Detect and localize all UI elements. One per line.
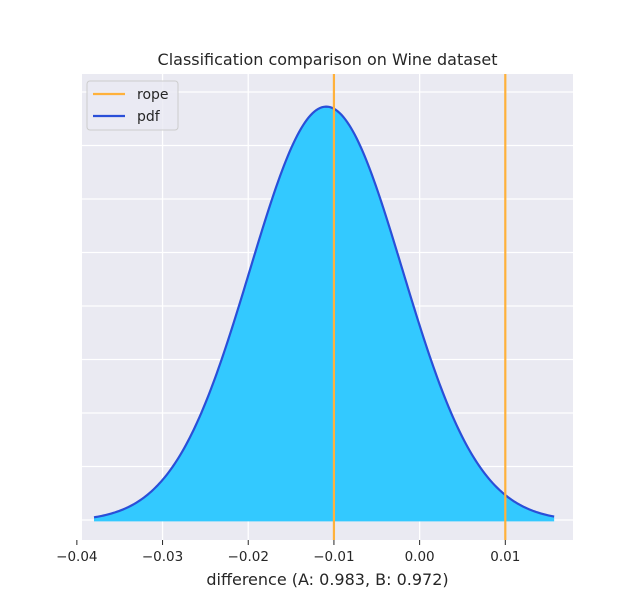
x-tick-label-1: −0.03 [142, 549, 183, 565]
legend-rope-label: rope [137, 87, 169, 103]
chart-title: Classification comparison on Wine datase… [158, 50, 498, 69]
x-tick-label-2: −0.02 [228, 549, 269, 565]
x-axis-ticks: −0.04 −0.03 −0.02 −0.01 0.00 0.01 [56, 540, 520, 565]
rope-lines [332, 74, 507, 540]
x-axis-label: difference (A: 0.983, B: 0.972) [206, 570, 448, 589]
legend-pdf-label: pdf [137, 109, 161, 125]
x-tick-label-5: 0.01 [490, 549, 520, 565]
x-tick-label-3: −0.01 [313, 549, 354, 565]
legend: rope pdf [86, 80, 179, 131]
pdf-fill-area [94, 106, 555, 522]
pdf-line [93, 105, 555, 519]
x-tick-label-0: −0.04 [56, 549, 97, 565]
x-tick-label-4: 0.00 [405, 549, 435, 565]
